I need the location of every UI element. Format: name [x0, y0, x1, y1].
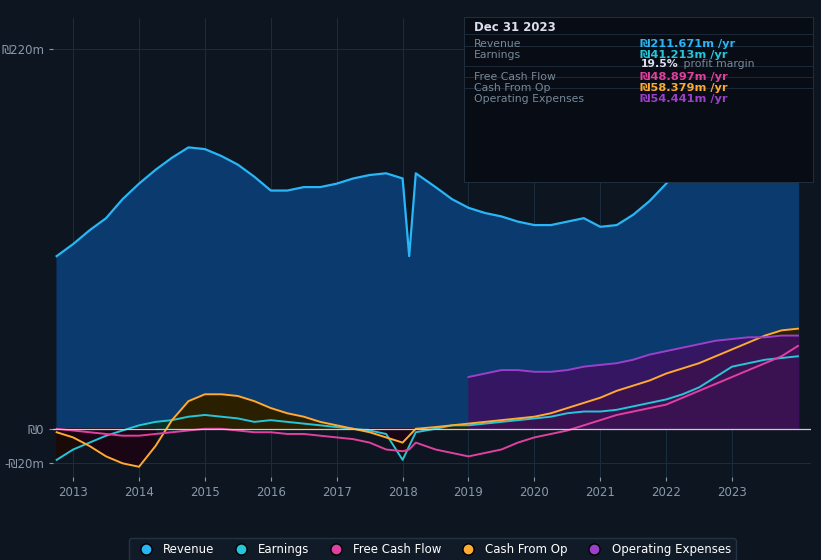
Text: ₪41.213m /yr: ₪41.213m /yr: [640, 50, 728, 60]
Text: 19.5%: 19.5%: [640, 59, 678, 69]
Text: ₪211.671m /yr: ₪211.671m /yr: [640, 39, 736, 49]
Legend: Revenue, Earnings, Free Cash Flow, Cash From Op, Operating Expenses: Revenue, Earnings, Free Cash Flow, Cash …: [129, 538, 736, 560]
Text: Earnings: Earnings: [474, 50, 521, 60]
Text: Free Cash Flow: Free Cash Flow: [474, 72, 556, 82]
Text: Cash From Op: Cash From Op: [474, 83, 550, 93]
Text: Operating Expenses: Operating Expenses: [474, 94, 584, 104]
Text: ₪48.897m /yr: ₪48.897m /yr: [640, 72, 728, 82]
Text: profit margin: profit margin: [680, 59, 754, 69]
Text: Dec 31 2023: Dec 31 2023: [474, 21, 556, 34]
Text: Revenue: Revenue: [474, 39, 521, 49]
Text: ₪54.441m /yr: ₪54.441m /yr: [640, 94, 728, 104]
Text: ₪58.379m /yr: ₪58.379m /yr: [640, 83, 728, 93]
